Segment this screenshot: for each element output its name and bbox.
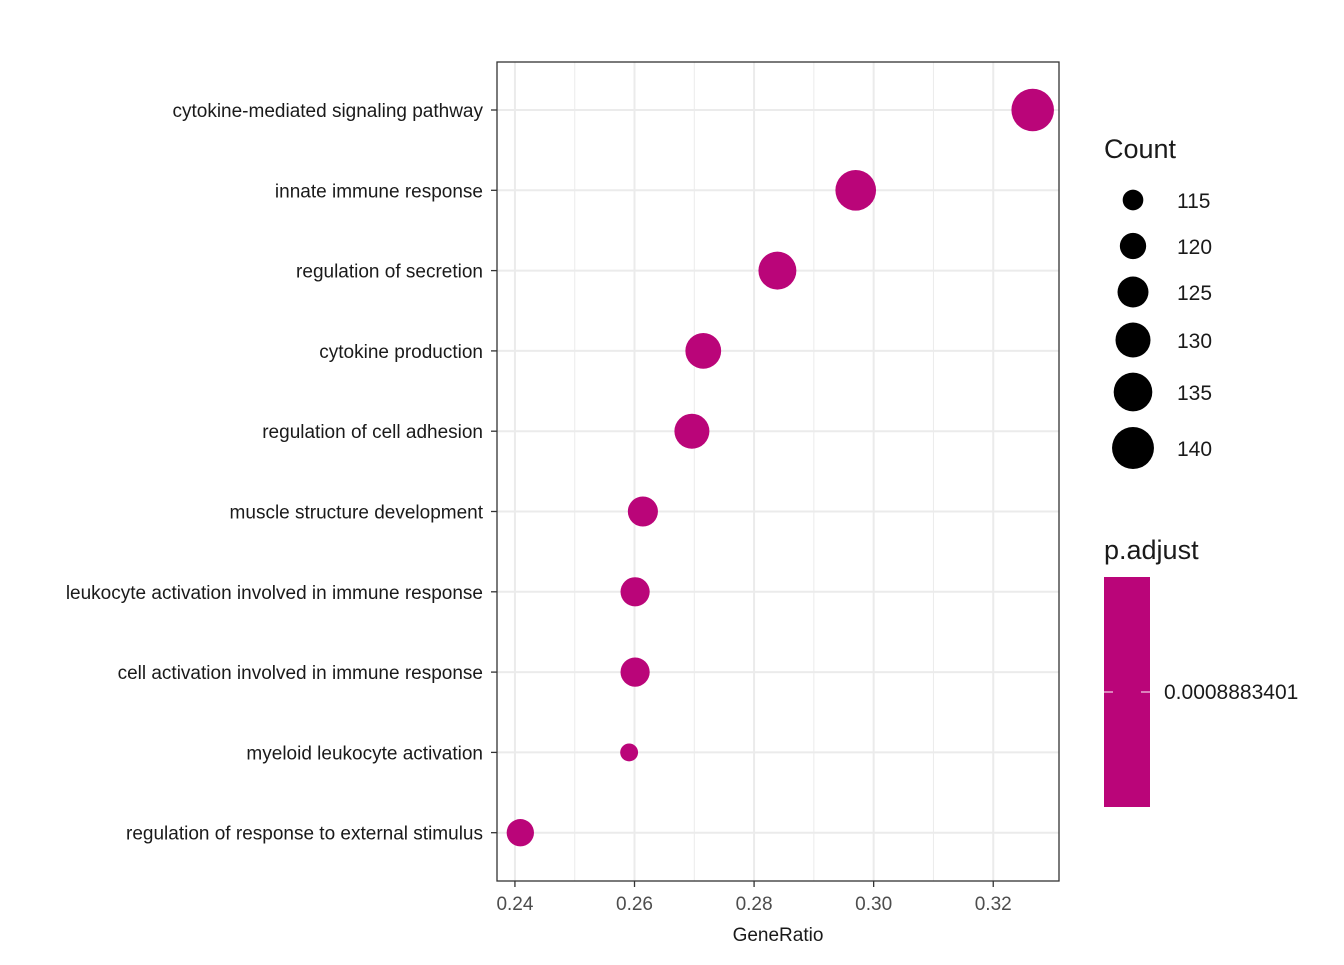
- plot-panel-border: [496, 61, 1060, 882]
- y-tick-label: regulation of cell adhesion: [262, 422, 483, 443]
- size-legend-label: 125: [1177, 282, 1212, 305]
- color-legend-label: 0.0008883401: [1164, 681, 1298, 704]
- data-point: [674, 413, 710, 449]
- plot-panel-background: [497, 62, 1059, 881]
- x-tick-label: 0.30: [855, 894, 892, 915]
- y-tick-label: cytokine production: [319, 342, 483, 363]
- data-point: [620, 657, 650, 687]
- data-point: [1011, 88, 1054, 132]
- size-legend-label: 140: [1177, 438, 1212, 461]
- y-axis: cytokine-mediated signaling pathway innat…: [66, 101, 497, 845]
- size-legend-title: Count: [1104, 134, 1177, 164]
- data-point: [835, 169, 877, 211]
- size-legend-label: 115: [1177, 190, 1210, 213]
- minor-grid: [574, 62, 934, 881]
- size-legend-label: 135: [1177, 382, 1212, 405]
- y-tick-label: cytokine-mediated signaling pathway: [172, 101, 483, 122]
- x-tick-label: 0.28: [736, 894, 773, 915]
- x-tick-label: 0.26: [616, 894, 653, 915]
- size-legend-key: [1122, 189, 1144, 211]
- y-tick-label: innate immune response: [275, 181, 483, 202]
- size-legend-key: [1119, 232, 1147, 260]
- x-tick-label: 0.32: [975, 894, 1012, 915]
- size-legend-key: [1115, 322, 1151, 358]
- y-tick-label: regulation of response to external stimu…: [126, 824, 483, 845]
- size-legend-label: 130: [1177, 330, 1212, 353]
- major-grid: [497, 62, 1059, 881]
- data-point: [758, 251, 797, 290]
- y-tick-label: regulation of secretion: [296, 262, 483, 283]
- y-tick-label: leukocyte activation involved in immune …: [66, 583, 483, 604]
- x-axis: 0.24 0.26 0.28 0.30 0.32: [496, 881, 1012, 915]
- size-legend-key: [1112, 427, 1154, 469]
- size-legend: Count 115 120 125 130 135 140: [1104, 134, 1212, 469]
- x-tick-label: 0.24: [496, 894, 533, 915]
- data-point: [685, 333, 722, 369]
- y-tick-label: muscle structure development: [230, 503, 484, 524]
- size-legend-key: [1113, 372, 1153, 412]
- size-legend-key: [1117, 276, 1149, 308]
- color-legend-title: p.adjust: [1104, 535, 1199, 565]
- data-point: [506, 819, 534, 847]
- data-point: [620, 743, 639, 762]
- y-tick-label: cell activation involved in immune respo…: [118, 663, 483, 684]
- color-legend: p.adjust 0.0008883401: [1104, 535, 1298, 807]
- size-legend-label: 120: [1177, 236, 1212, 259]
- data-points: [506, 88, 1054, 847]
- y-tick-label: myeloid leukocyte activation: [246, 743, 483, 764]
- data-point: [620, 577, 650, 607]
- x-axis-title: GeneRatio: [733, 925, 824, 946]
- data-point: [627, 496, 658, 527]
